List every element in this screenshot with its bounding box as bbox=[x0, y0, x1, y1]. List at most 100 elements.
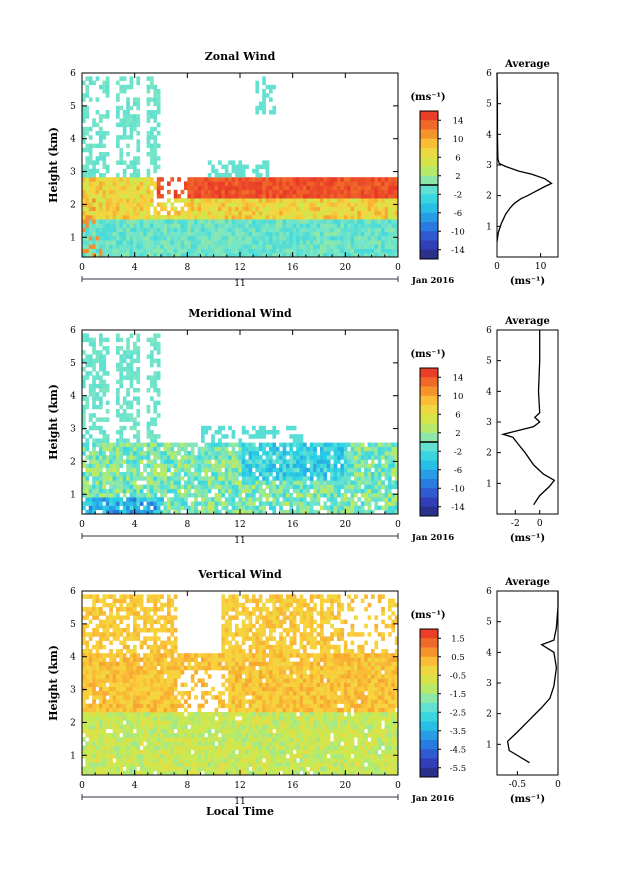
heatmap-cell bbox=[122, 628, 127, 633]
heatmap-cell bbox=[354, 467, 358, 473]
heatmap-cell bbox=[122, 198, 127, 203]
heatmap-cell bbox=[116, 766, 120, 772]
heatmap-cell bbox=[116, 661, 120, 667]
heatmap-cell bbox=[92, 362, 96, 368]
heatmap-cell bbox=[92, 118, 96, 123]
heatmap-cell bbox=[126, 472, 130, 477]
heatmap-cell bbox=[116, 442, 120, 448]
heatmap-cell bbox=[238, 446, 243, 452]
heatmap-cell bbox=[116, 497, 120, 502]
heatmap-cell bbox=[126, 459, 130, 464]
heatmap-cell bbox=[258, 446, 263, 452]
heatmap-cell bbox=[262, 509, 266, 515]
heatmap-cell bbox=[333, 240, 338, 245]
heatmap-cell bbox=[92, 682, 96, 688]
heatmap-cell bbox=[150, 434, 154, 439]
heatmap-cell bbox=[102, 691, 107, 696]
heatmap-cell bbox=[92, 455, 96, 460]
heatmap-cell bbox=[269, 463, 273, 469]
heatmap-cell bbox=[153, 84, 158, 90]
heatmap-cell bbox=[88, 463, 93, 469]
heatmap-cell bbox=[221, 177, 226, 182]
heatmap-cell bbox=[299, 463, 304, 469]
heatmap-cell bbox=[299, 202, 304, 207]
heatmap-cell bbox=[299, 252, 304, 258]
heatmap-cell bbox=[143, 210, 147, 216]
heatmap-cell bbox=[326, 455, 331, 460]
heatmap-cell bbox=[116, 122, 120, 128]
heatmap-cell bbox=[248, 493, 253, 498]
heatmap-cell bbox=[350, 252, 355, 258]
heatmap-cell bbox=[85, 762, 90, 767]
heatmap-cell bbox=[350, 493, 355, 498]
heatmap-cell bbox=[377, 252, 382, 258]
heatmap-cell bbox=[82, 480, 86, 485]
heatmap-cell bbox=[99, 632, 103, 637]
heatmap-cell bbox=[133, 653, 137, 658]
heatmap-cell bbox=[109, 758, 113, 763]
heatmap-cell bbox=[330, 472, 334, 477]
heatmap-cell bbox=[136, 724, 141, 730]
heatmap-cell bbox=[197, 177, 202, 182]
heatmap-cell bbox=[187, 185, 192, 191]
heatmap-cell bbox=[211, 189, 215, 195]
heatmap-cell bbox=[248, 476, 253, 481]
heatmap-cell bbox=[269, 430, 273, 435]
heatmap-cell bbox=[201, 223, 205, 228]
heatmap-cell bbox=[187, 442, 192, 448]
heatmap-cell bbox=[214, 189, 219, 195]
heatmap-cell bbox=[156, 661, 161, 667]
heatmap-cell bbox=[224, 240, 229, 245]
heatmap-cell bbox=[384, 497, 389, 502]
heatmap-cell bbox=[163, 712, 168, 717]
heatmap-cell bbox=[160, 678, 164, 683]
heatmap-cell bbox=[99, 383, 103, 389]
heatmap-cell bbox=[146, 215, 151, 220]
heatmap-cell bbox=[153, 670, 158, 675]
heatmap-cell bbox=[388, 509, 392, 515]
heatmap-cell bbox=[381, 455, 385, 460]
heatmap-cell bbox=[139, 607, 144, 612]
heatmap-cell bbox=[85, 674, 90, 679]
heatmap-cell bbox=[133, 480, 137, 485]
heatmap-cell bbox=[377, 202, 382, 207]
heatmap-cell bbox=[122, 194, 127, 199]
heatmap-cell bbox=[360, 472, 365, 477]
heatmap-cell bbox=[180, 223, 185, 228]
heatmap-cell bbox=[197, 219, 202, 224]
heatmap-cell bbox=[347, 459, 351, 464]
heatmap-cell bbox=[112, 223, 117, 228]
heatmap-cell bbox=[211, 223, 215, 228]
heatmap-cell bbox=[92, 741, 96, 746]
heatmap-cell bbox=[167, 720, 171, 725]
heatmap-cell bbox=[173, 189, 178, 195]
heatmap-cell bbox=[258, 472, 263, 477]
heatmap-cell bbox=[92, 219, 96, 224]
heatmap-cell bbox=[214, 227, 219, 233]
heatmap-cell bbox=[347, 455, 351, 460]
heatmap-cell bbox=[231, 181, 236, 186]
heatmap-cell bbox=[146, 442, 151, 448]
heatmap-cell bbox=[82, 350, 86, 355]
heatmap-cell bbox=[153, 252, 158, 258]
heatmap-cell bbox=[241, 210, 246, 216]
heatmap-cell bbox=[279, 206, 283, 212]
heatmap-cell bbox=[109, 476, 113, 481]
heatmap-cell bbox=[262, 252, 266, 258]
heatmap-cell bbox=[384, 227, 389, 233]
heatmap-cell bbox=[197, 244, 202, 249]
heatmap-cell bbox=[95, 76, 100, 81]
heatmap-cell bbox=[231, 509, 236, 515]
heatmap-cell bbox=[316, 509, 321, 515]
heatmap-cell bbox=[116, 728, 120, 734]
heatmap-cell bbox=[133, 703, 137, 709]
heatmap-cell bbox=[129, 712, 134, 717]
heatmap-cell bbox=[214, 463, 219, 469]
heatmap-cell bbox=[303, 215, 307, 220]
heatmap-cell bbox=[150, 695, 154, 700]
heatmap-cell bbox=[296, 488, 300, 494]
heatmap-cell bbox=[170, 699, 175, 704]
heatmap-cell bbox=[122, 682, 127, 688]
heatmap-cell bbox=[299, 181, 304, 186]
heatmap-cell bbox=[296, 501, 300, 506]
